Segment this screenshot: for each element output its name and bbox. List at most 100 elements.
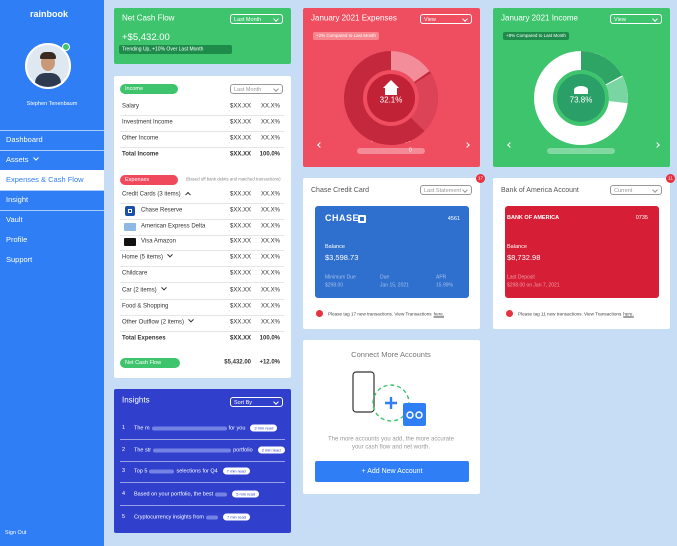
separator bbox=[120, 219, 284, 220]
add-account-button[interactable] bbox=[315, 461, 469, 482]
field-value: Jan 15, 2021 bbox=[380, 282, 409, 289]
separator bbox=[120, 439, 285, 440]
sign-out[interactable]: Sign Out bbox=[5, 529, 27, 536]
nav-label: Dashboard bbox=[6, 134, 43, 144]
bank-card bbox=[315, 206, 469, 298]
read-time: 7 min read bbox=[223, 513, 250, 521]
arrow[interactable] bbox=[654, 142, 660, 150]
card-title: Chase Credit Card bbox=[311, 187, 369, 195]
insight-item[interactable]: Top 5 selections for Q4 7 min read bbox=[134, 467, 250, 475]
donut-segment bbox=[534, 51, 628, 145]
income-pill bbox=[120, 84, 178, 94]
status-dot bbox=[62, 43, 70, 51]
insight-number: 2 bbox=[122, 446, 126, 453]
plus-icon bbox=[385, 397, 397, 409]
dropdown[interactable]: Last Month bbox=[230, 84, 283, 94]
field-value: $298.00 bbox=[325, 282, 344, 289]
row-percent: 100.0% bbox=[259, 335, 280, 342]
dropdown[interactable]: Last Statement bbox=[420, 185, 472, 195]
row-percent: XX.X% bbox=[260, 119, 280, 126]
notice: Please tag 17 new transactions. View Tra… bbox=[328, 311, 444, 316]
dropdown[interactable]: Sort By bbox=[230, 397, 283, 407]
donut-segment bbox=[344, 51, 438, 145]
nav-label: Assets bbox=[6, 155, 39, 164]
field-label: Last Deposit bbox=[507, 274, 535, 281]
row-label: Car (2 items) bbox=[122, 284, 167, 295]
separator bbox=[120, 282, 284, 283]
separator bbox=[120, 505, 285, 506]
dropdown[interactable]: Last Month bbox=[230, 14, 283, 24]
arrow[interactable] bbox=[507, 142, 513, 150]
dropdown-label: Last Month bbox=[234, 16, 262, 23]
pill-label: Expenses bbox=[125, 176, 150, 183]
separator bbox=[120, 250, 284, 251]
field-value: $298.00 on Jan 7, 2021 bbox=[507, 282, 560, 289]
donut-segment bbox=[344, 51, 438, 145]
field-label: Minimum Due bbox=[325, 274, 356, 281]
card-title: January 2021 Income bbox=[501, 13, 578, 23]
insight-item[interactable]: The str portfolio 2 min read bbox=[134, 446, 285, 454]
nav-label: Support bbox=[6, 254, 33, 264]
row-amount: $XX.XX bbox=[229, 254, 251, 261]
row-percent: XX.X% bbox=[260, 287, 280, 294]
avatar-hair bbox=[40, 52, 56, 59]
notice: Please tag 11 new transactions. View Tra… bbox=[518, 311, 634, 316]
dropdown[interactable]: View bbox=[420, 14, 472, 24]
blurred-text bbox=[149, 469, 175, 473]
dropdown[interactable]: Current bbox=[610, 185, 662, 195]
row-percent: XX.X% bbox=[260, 207, 280, 214]
chevron bbox=[32, 155, 39, 161]
card-title: Insights bbox=[122, 395, 150, 405]
row-label: Investment Income bbox=[122, 119, 173, 126]
field-label: Due bbox=[380, 274, 390, 281]
cash-flow-table bbox=[114, 76, 291, 378]
nav-item[interactable] bbox=[0, 130, 104, 150]
account-icon bbox=[403, 403, 426, 426]
row-label: Home (5 items) bbox=[122, 251, 173, 262]
nav-label: Insight bbox=[6, 194, 29, 204]
trend: Trending Up, +10% Over Last Month bbox=[122, 45, 204, 52]
trend-badge bbox=[119, 45, 232, 54]
nav-item[interactable] bbox=[0, 190, 104, 210]
row-percent: XX.X% bbox=[260, 103, 280, 110]
arrow bbox=[317, 142, 323, 148]
dropdown-label: Sort By bbox=[234, 399, 253, 406]
arrow[interactable] bbox=[464, 142, 470, 150]
nav-item[interactable] bbox=[0, 170, 104, 190]
dropdown[interactable]: View bbox=[610, 14, 662, 24]
insight-text: The m bbox=[134, 425, 150, 431]
account-icon bbox=[406, 411, 414, 419]
pill-label: Income bbox=[125, 85, 144, 92]
nav-item[interactable] bbox=[0, 210, 104, 230]
separator bbox=[120, 203, 284, 204]
blurred-text bbox=[215, 492, 228, 496]
insight-item[interactable]: The m for you 3 min read bbox=[134, 424, 278, 432]
arrow[interactable] bbox=[317, 142, 323, 150]
expenses-pill bbox=[120, 175, 178, 185]
notice-link[interactable]: here. bbox=[433, 311, 445, 316]
insight-text: portfolio bbox=[233, 447, 253, 453]
insight-text: selections for Q4 bbox=[176, 468, 218, 474]
notice-text: Please tag 17 new transactions. View Tra… bbox=[328, 311, 432, 316]
notice-link[interactable]: here. bbox=[623, 311, 634, 316]
balance-label: Balance bbox=[325, 243, 345, 250]
avatar-body bbox=[35, 73, 61, 87]
row-label: Credit Cards (3 items) bbox=[122, 192, 191, 199]
insight-text: Cryptocurrency insights from bbox=[134, 514, 204, 520]
user-name: Stephen Tenenbaum bbox=[26, 100, 78, 107]
donut-center-label: 73.8% bbox=[569, 95, 593, 105]
donut-center bbox=[367, 74, 415, 122]
field-value: 15.99% bbox=[436, 282, 453, 289]
nav-item[interactable] bbox=[0, 150, 104, 170]
logo: rainbook bbox=[30, 9, 69, 20]
bank-logo: CHASE bbox=[325, 213, 360, 224]
row-amount: $XX.XX bbox=[229, 303, 251, 310]
alert-icon bbox=[316, 310, 323, 317]
insight-item[interactable]: Based on your portfolio, the best 5 min r… bbox=[134, 490, 260, 498]
read-time: 7 min read bbox=[222, 467, 250, 475]
insight-item[interactable]: Cryptocurrency insights from 7 min read bbox=[134, 513, 250, 521]
row-percent: XX.X% bbox=[260, 254, 280, 261]
change-badge: +2% Compared to Last Month bbox=[313, 32, 379, 40]
dropdown-label: View bbox=[614, 16, 626, 23]
row-amount: $5,432.00 bbox=[224, 359, 251, 366]
